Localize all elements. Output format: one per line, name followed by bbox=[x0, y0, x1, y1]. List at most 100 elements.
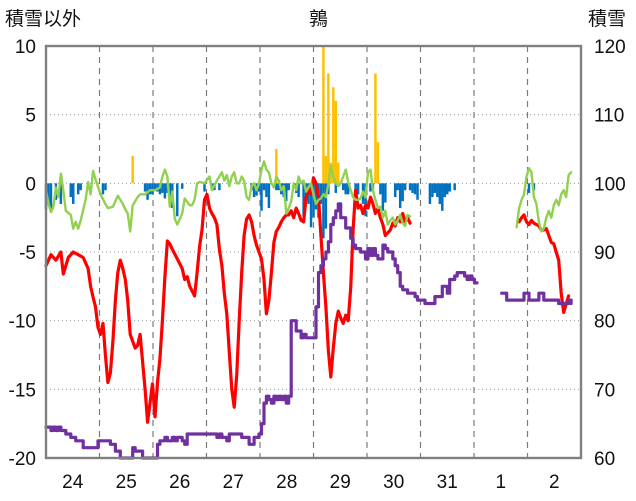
left-tick-label: 0 bbox=[25, 174, 36, 195]
precip-bar-blue bbox=[453, 183, 456, 191]
precip-bar-blue bbox=[156, 183, 159, 192]
precip-bar-blue bbox=[260, 183, 263, 211]
precip-bar-orange bbox=[322, 46, 325, 184]
precip-bar-blue bbox=[448, 183, 451, 192]
precip-bar-blue bbox=[408, 183, 412, 191]
precip-bar-orange bbox=[374, 73, 377, 184]
precip-bar-blue bbox=[49, 183, 53, 211]
precip-bar-blue bbox=[312, 183, 315, 218]
precip-bar-blue bbox=[334, 183, 338, 193]
left-tick-label: -10 bbox=[9, 312, 36, 333]
precip-bar-blue bbox=[257, 183, 261, 192]
x-tick-label: 28 bbox=[276, 472, 297, 493]
precip-bar-blue bbox=[441, 183, 444, 211]
precip-bar-blue bbox=[344, 183, 347, 195]
precip-bar-blue bbox=[287, 183, 290, 191]
precip-bar-blue bbox=[322, 183, 325, 239]
green-line bbox=[44, 160, 412, 233]
precip-bar-orange bbox=[327, 73, 330, 184]
left-tick-label: -15 bbox=[9, 380, 36, 401]
precip-bar-blue bbox=[69, 183, 73, 198]
precip-bar-blue bbox=[393, 183, 397, 198]
precip-bar-blue bbox=[309, 183, 313, 228]
precip-bar-orange bbox=[131, 155, 134, 184]
precip-bar-blue bbox=[438, 183, 442, 204]
precip-bar-blue bbox=[143, 183, 147, 192]
precip-bar-blue bbox=[151, 183, 154, 195]
left-tick-label: -20 bbox=[9, 449, 36, 470]
x-tick-label: 1 bbox=[495, 472, 506, 493]
left-axis-title: 積雪以外 bbox=[5, 9, 82, 30]
precip-bar-blue bbox=[176, 183, 179, 217]
precip-bar-orange bbox=[324, 155, 328, 184]
precip-bar-blue bbox=[297, 183, 300, 198]
precip-bar-blue bbox=[401, 183, 404, 202]
precip-bar-blue bbox=[413, 183, 417, 195]
precip-bar-orange bbox=[332, 87, 335, 184]
left-tick-label: -5 bbox=[19, 243, 36, 264]
x-tick-label: 25 bbox=[116, 472, 137, 493]
precip-bar-blue bbox=[275, 183, 278, 191]
x-tick-label: 26 bbox=[169, 472, 190, 493]
precip-bar-blue bbox=[76, 183, 80, 195]
right-tick-label: 120 bbox=[594, 37, 626, 58]
snow-depth-line-2 bbox=[500, 291, 573, 306]
x-tick-label: 29 bbox=[330, 472, 351, 493]
precip-bar-blue bbox=[398, 183, 402, 209]
left-tick-label: 5 bbox=[25, 106, 36, 127]
right-axis-title: 積雪 bbox=[588, 9, 627, 30]
precip-bar-blue bbox=[79, 183, 82, 191]
left-tick-label: 10 bbox=[15, 37, 36, 58]
precip-bar-blue bbox=[416, 183, 419, 200]
right-tick-label: 90 bbox=[594, 243, 615, 264]
right-tick-label: 100 bbox=[594, 174, 626, 195]
x-tick-label: 30 bbox=[383, 472, 404, 493]
precip-bar-blue bbox=[59, 183, 63, 204]
precip-bar-blue bbox=[47, 183, 50, 204]
precip-bar-blue bbox=[433, 183, 437, 193]
precip-bar-blue bbox=[446, 183, 449, 195]
precip-bar-orange bbox=[275, 149, 278, 184]
precip-bar-orange bbox=[334, 100, 338, 184]
precip-bar-blue bbox=[267, 183, 271, 209]
precip-bar-blue bbox=[153, 183, 157, 191]
precip-bar-blue bbox=[354, 183, 357, 191]
precip-bar-blue bbox=[364, 183, 367, 217]
plot-frame bbox=[44, 44, 583, 460]
precip-bar-blue bbox=[341, 183, 345, 191]
precip-bar-blue bbox=[324, 183, 328, 229]
precip-bar-blue bbox=[302, 183, 305, 217]
x-tick-label: 2 bbox=[549, 472, 560, 493]
precip-bar-blue bbox=[381, 183, 385, 211]
precip-bar-blue bbox=[163, 183, 167, 199]
precip-bar-blue bbox=[384, 183, 387, 203]
precip-bar-blue bbox=[431, 183, 434, 198]
precip-bar-blue bbox=[356, 183, 360, 195]
right-tick-label: 70 bbox=[594, 380, 615, 401]
precip-bar-blue bbox=[527, 183, 531, 193]
precip-bar-blue bbox=[148, 183, 152, 195]
precip-bar-blue bbox=[161, 183, 164, 193]
precip-bar-blue bbox=[403, 183, 407, 191]
precip-bar-blue bbox=[101, 183, 105, 195]
right-tick-label: 110 bbox=[594, 106, 624, 127]
green-line-2 bbox=[515, 167, 573, 233]
x-tick-label: 27 bbox=[223, 472, 244, 493]
x-tick-label: 24 bbox=[62, 472, 84, 493]
precip-bar-blue bbox=[218, 183, 221, 191]
precip-bar-blue bbox=[180, 183, 184, 189]
precip-bar-blue bbox=[396, 183, 399, 191]
right-tick-label: 80 bbox=[594, 312, 615, 333]
precip-bar-blue bbox=[277, 183, 281, 191]
chart-title: 鶉 bbox=[309, 9, 329, 30]
temperature-line bbox=[44, 176, 412, 424]
precip-bar-blue bbox=[346, 183, 350, 195]
precip-bar-blue bbox=[319, 183, 323, 204]
precip-bar-blue bbox=[428, 183, 432, 204]
x-tick-label: 31 bbox=[437, 472, 458, 493]
precip-bar-orange bbox=[337, 162, 340, 184]
precip-bar-blue bbox=[411, 183, 414, 193]
precip-bar-blue bbox=[285, 183, 288, 202]
precip-bar-blue bbox=[252, 183, 256, 198]
